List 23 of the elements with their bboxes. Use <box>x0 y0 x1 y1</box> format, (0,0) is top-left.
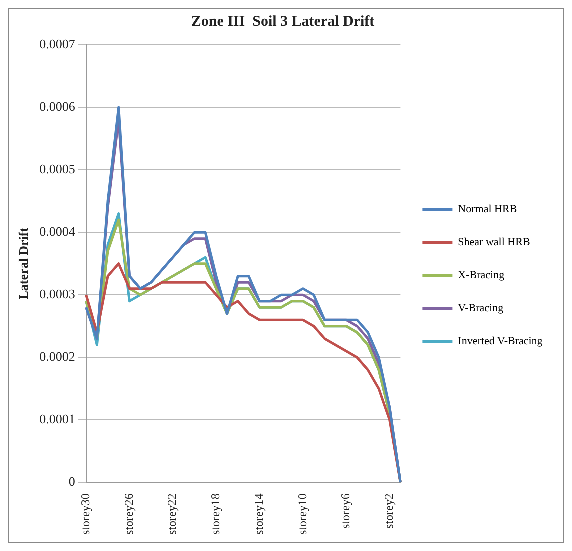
x-tick-label: storey10 <box>295 494 310 535</box>
x-tick-label: storey22 <box>165 494 180 535</box>
y-axis-title: Lateral Drift <box>16 227 32 300</box>
legend-label: Shear wall HRB <box>458 236 530 248</box>
x-tick-label: storey14 <box>252 494 266 535</box>
legend-label: V-Bracing <box>458 302 504 314</box>
y-tick-label: 0.0006 <box>40 98 76 114</box>
y-tick-label: 0.0005 <box>40 161 76 176</box>
legend-label: Inverted V-Bracing <box>458 335 544 348</box>
y-tick-label: 0.0007 <box>40 36 76 52</box>
y-tick-label: 0.0001 <box>40 412 76 427</box>
x-tick-label: storey26 <box>122 494 136 535</box>
x-tick-label: storey2 <box>382 494 396 529</box>
legend-label: Normal HRB <box>458 203 518 216</box>
x-tick-label: storey6 <box>338 494 353 529</box>
chart-title: Zone III Soil 3 Lateral Drift <box>191 14 375 30</box>
y-tick-label: 0.0002 <box>40 349 76 364</box>
x-tick-label: storey18 <box>208 494 223 535</box>
y-tick-label: 0.0003 <box>40 286 76 302</box>
x-tick-label: storey30 <box>78 494 93 535</box>
y-tick-label: 0.0004 <box>40 224 76 239</box>
y-tick-label: 0 <box>68 474 76 490</box>
legend-label: X-Bracing <box>458 269 506 282</box>
